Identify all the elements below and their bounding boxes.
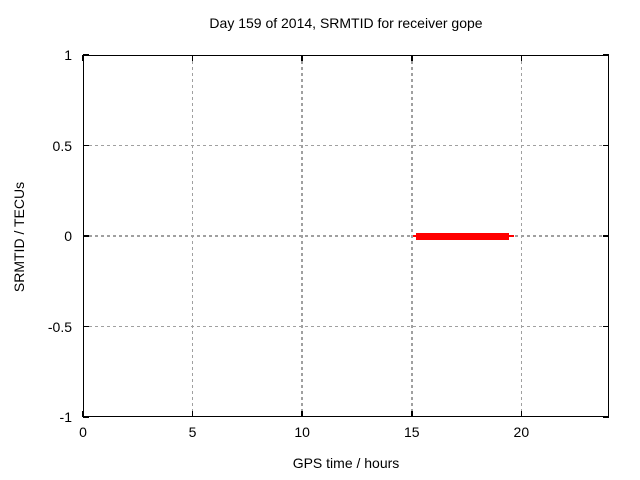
y-tick-label: -0.5	[47, 318, 72, 335]
y-gridline	[83, 325, 609, 328]
y-tick-mark-right	[603, 416, 609, 418]
y-tick-label: 0.5	[52, 137, 72, 154]
chart-title: Day 159 of 2014, SRMTID for receiver gop…	[209, 15, 483, 31]
x-tick-mark-top	[82, 55, 84, 61]
x-tick-label: 10	[294, 424, 310, 440]
y-tick-label: 0	[64, 228, 72, 244]
y-tick-mark-left	[83, 144, 89, 147]
y-tick-labels: 1 0.5 0 -0.5 -1	[0, 47, 72, 425]
x-axis-label: GPS time / hours	[292, 455, 400, 471]
y-tick-mark-left	[83, 325, 89, 328]
y-tick-mark-left	[83, 235, 89, 237]
plot-area	[82, 54, 609, 418]
y-tick-mark-left	[83, 416, 89, 418]
x-tick-mark-bottom	[82, 411, 84, 417]
y-tick-label: -1	[59, 409, 72, 425]
x-tick-label: 15	[403, 424, 420, 440]
y-tick-mark-right	[603, 325, 609, 328]
y-tick-mark-left	[83, 54, 89, 56]
y-gridline	[83, 235, 609, 237]
x-tick-mark-bottom	[191, 411, 194, 417]
x-tick-mark-top	[411, 55, 413, 61]
y-gridline	[83, 144, 609, 147]
y-tick-mark-right	[603, 144, 609, 147]
x-tick-mark-bottom	[411, 411, 413, 417]
x-tick-label: 5	[188, 424, 197, 440]
y-tick-mark-right	[603, 235, 609, 237]
x-tick-mark-bottom	[520, 411, 523, 417]
x-tick-label: 20	[513, 424, 530, 440]
x-tick-mark-bottom	[301, 411, 303, 417]
x-tick-mark-top	[520, 55, 523, 61]
series-segment-srmtid	[416, 232, 510, 240]
y-tick-mark-right	[603, 54, 609, 56]
x-tick-mark-top	[191, 55, 194, 61]
x-tick-label: 0	[79, 424, 87, 440]
y-tick-label: 1	[64, 47, 72, 63]
x-tick-labels: 0 5 10 15 20	[79, 424, 609, 442]
x-tick-mark-top	[301, 55, 303, 61]
